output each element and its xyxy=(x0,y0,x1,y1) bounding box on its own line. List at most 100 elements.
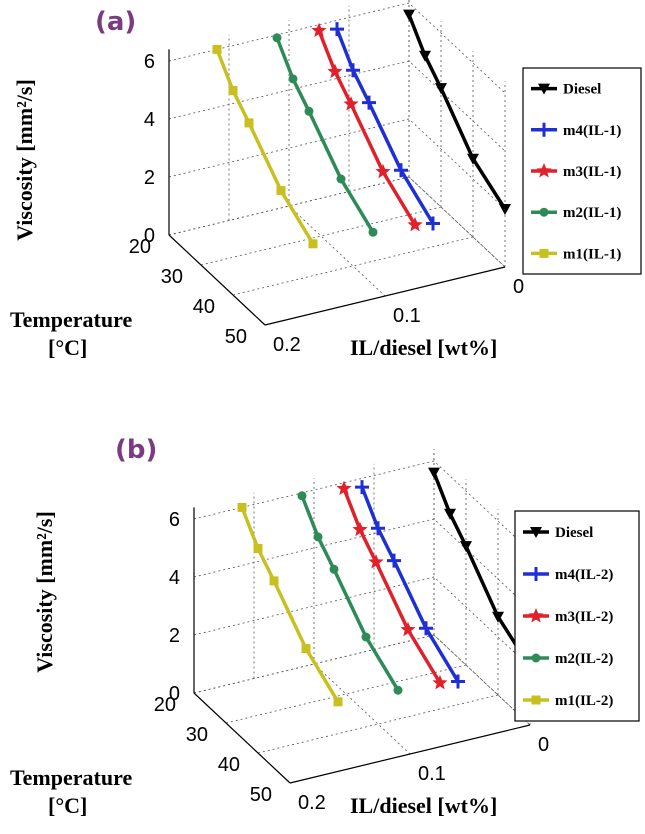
data-point xyxy=(352,521,368,537)
axes: 0 2 4 6 20 30 40 50 0 0.1 0.2 xyxy=(129,49,524,356)
series-line xyxy=(275,37,375,234)
legend-marker xyxy=(537,122,551,137)
z-tick-label: 6 xyxy=(169,509,180,531)
legend-label: m3(IL-1) xyxy=(563,164,621,180)
data-point xyxy=(313,532,323,542)
series-m2-il-2- xyxy=(297,491,403,695)
data-point xyxy=(444,508,456,520)
legend-label: m1(IL-2) xyxy=(555,693,613,709)
series-m4-il-1- xyxy=(330,22,440,231)
temperature-tick-label: 50 xyxy=(225,326,247,348)
data-point xyxy=(362,95,376,110)
legend-label: Diesel xyxy=(563,82,601,98)
concentration-axis-label: IL/diesel [wt%] xyxy=(350,335,497,360)
series-line xyxy=(342,487,442,684)
series-diesel xyxy=(403,9,511,215)
legend-marker xyxy=(538,83,550,95)
z-tick-label: 6 xyxy=(144,51,155,73)
temperature-axis-label: Temperature xyxy=(10,765,132,790)
data-point xyxy=(311,22,327,37)
series-diesel xyxy=(428,467,536,673)
grid-line xyxy=(408,176,506,268)
concentration-tick-label: 0.2 xyxy=(298,792,326,814)
data-point xyxy=(400,621,416,637)
legend-marker xyxy=(529,567,543,581)
data-point xyxy=(460,541,472,553)
series-m1-il-1- xyxy=(212,44,318,249)
data-point xyxy=(308,239,318,249)
legend-marker xyxy=(539,207,549,217)
legend-label: m4(IL-1) xyxy=(563,123,621,139)
grid-line xyxy=(168,60,506,152)
data-point xyxy=(432,674,448,690)
grid-line xyxy=(257,694,499,754)
data-point xyxy=(407,216,423,232)
grid xyxy=(168,0,506,326)
chart-panel-b: 0 2 4 6 20 30 40 50 0 0.1 0.2 (b) Viscosity [mm²/s] T… xyxy=(10,435,640,818)
viscosity-axis-label: Viscosity [mm²/s] xyxy=(32,511,57,673)
grid-line xyxy=(193,460,531,552)
series-group xyxy=(237,467,536,707)
series-m4-il-2- xyxy=(355,480,465,689)
data-point xyxy=(435,83,447,95)
data-point xyxy=(403,9,415,21)
concentration-axis-label: IL/diesel [wt%] xyxy=(350,793,497,818)
grid-line xyxy=(200,206,442,266)
grid-line xyxy=(288,205,386,297)
data-point xyxy=(329,564,339,574)
data-point xyxy=(228,86,238,95)
legend-label: m2(IL-2) xyxy=(555,651,613,667)
data-point xyxy=(276,186,286,196)
grid-line xyxy=(168,118,506,210)
temperature-axis-label: Temperature xyxy=(10,307,132,332)
concentration-tick-label: 0.1 xyxy=(393,305,421,327)
data-point xyxy=(387,553,401,568)
grid-line xyxy=(193,634,531,726)
data-point xyxy=(333,697,343,707)
legend-label: m3(IL-2) xyxy=(555,609,613,625)
data-point xyxy=(368,227,378,237)
data-point xyxy=(288,74,298,84)
data-point xyxy=(451,674,465,689)
data-point xyxy=(304,106,314,116)
temperature-tick-label: 30 xyxy=(186,724,208,746)
legend-marker xyxy=(536,163,552,178)
data-point xyxy=(336,480,352,495)
temperature-tick-label: 40 xyxy=(218,754,240,776)
grid-line xyxy=(168,176,410,236)
panel-title: (a) xyxy=(95,7,136,37)
grid-line xyxy=(168,176,506,268)
data-point xyxy=(272,33,282,43)
concentration-axis-line xyxy=(264,266,506,326)
series-group xyxy=(212,9,511,249)
data-point xyxy=(346,63,360,78)
legend: Diesel m4(IL-1) m3(IL-1) m2(IL-1) m1(IL-1) xyxy=(522,67,642,275)
data-point xyxy=(428,467,440,479)
data-point xyxy=(237,502,247,512)
z-tick-label: 4 xyxy=(144,109,155,131)
z-tick-label: 2 xyxy=(169,625,180,647)
series-m1-il-2- xyxy=(237,502,343,707)
data-point xyxy=(371,521,385,536)
z-tick-label: 2 xyxy=(144,167,155,189)
z-tick-label: 4 xyxy=(169,567,180,589)
grid-line xyxy=(193,576,531,668)
z-tick-label: 0 xyxy=(144,225,155,247)
data-point xyxy=(327,63,343,79)
temperature-unit-label: [°C] xyxy=(48,335,87,360)
series-line xyxy=(317,29,417,226)
series-line xyxy=(407,13,507,210)
data-point xyxy=(212,44,222,54)
temperature-tick-label: 20 xyxy=(129,236,151,258)
data-point xyxy=(330,22,344,37)
data-point xyxy=(394,163,408,178)
temperature-unit-label: [°C] xyxy=(48,793,87,818)
grid xyxy=(193,449,531,784)
data-point xyxy=(269,576,279,586)
data-point xyxy=(336,174,346,184)
legend-label: m2(IL-1) xyxy=(563,205,621,221)
data-point xyxy=(368,554,384,569)
legend-label: m1(IL-1) xyxy=(563,246,621,262)
z-tick-label: 0 xyxy=(169,683,180,705)
